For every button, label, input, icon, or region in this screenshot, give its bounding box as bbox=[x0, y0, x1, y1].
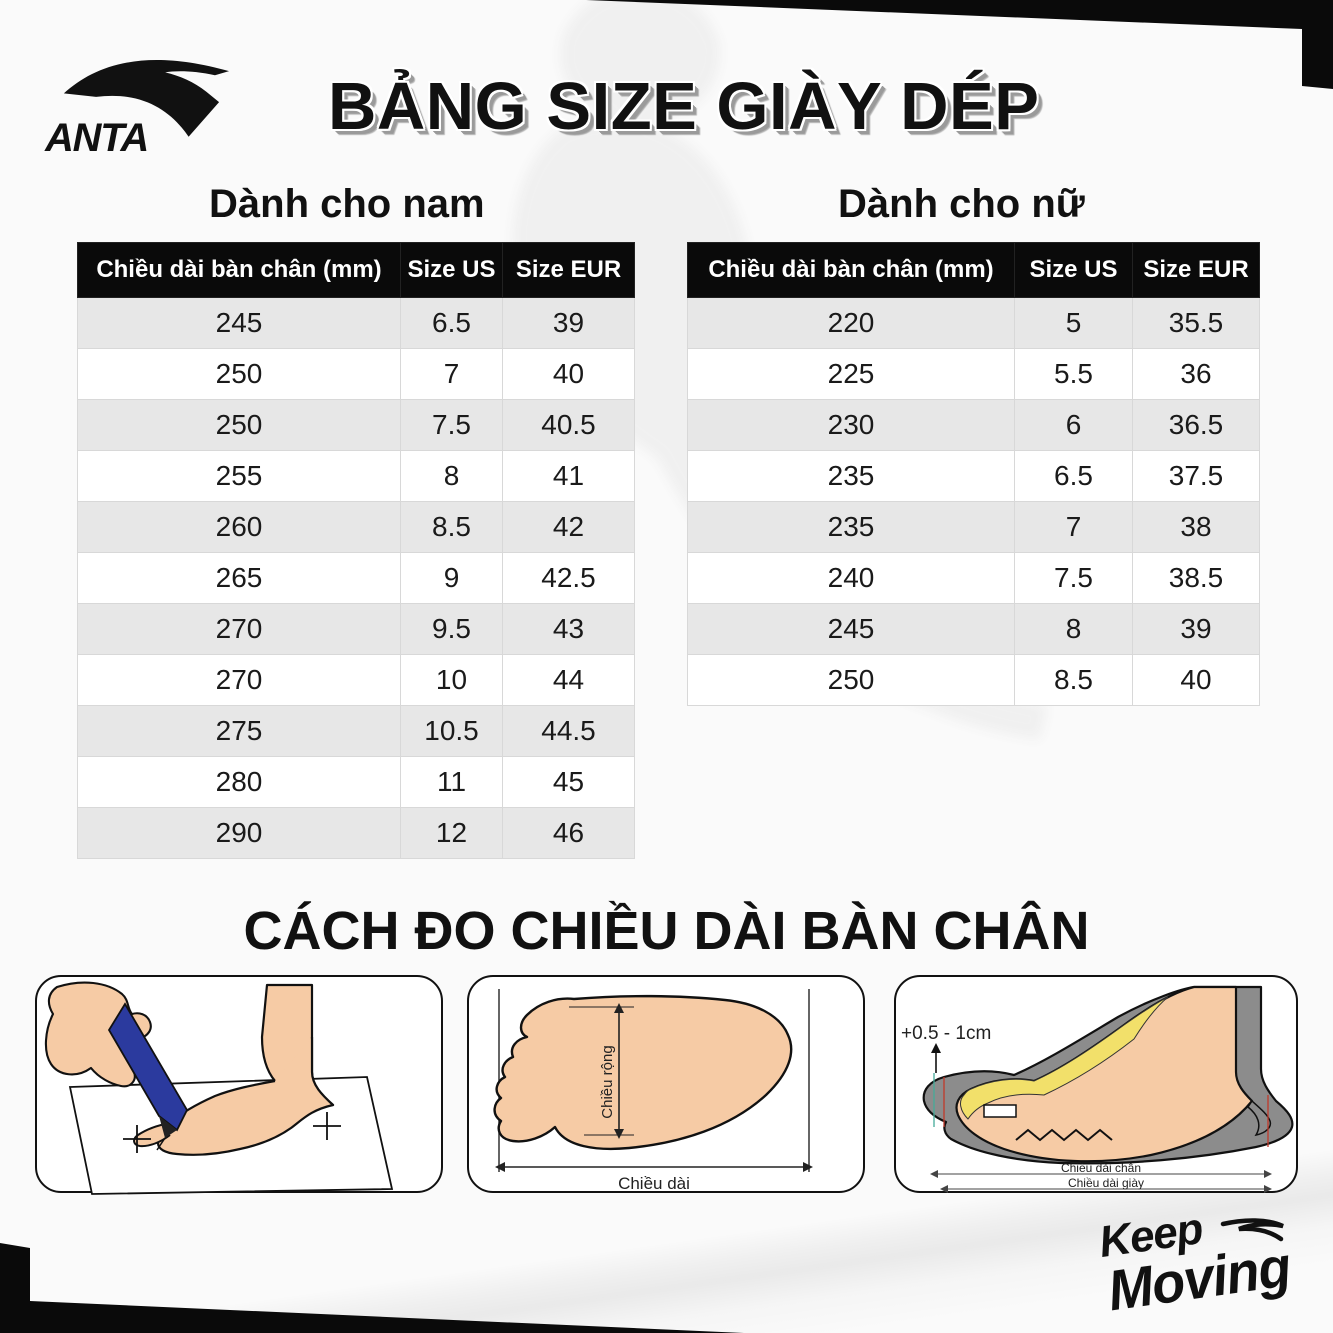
svg-text:Chiều rộng: Chiều rộng bbox=[599, 1045, 616, 1118]
svg-text:ANTA: ANTA bbox=[44, 116, 148, 159]
svg-text:+0.5 - 1cm: +0.5 - 1cm bbox=[901, 1023, 991, 1044]
svg-text:Chiều dài giày: Chiều dài giày bbox=[1068, 1176, 1144, 1190]
svg-text:Chiều dài chân: Chiều dài chân bbox=[1061, 1161, 1141, 1175]
